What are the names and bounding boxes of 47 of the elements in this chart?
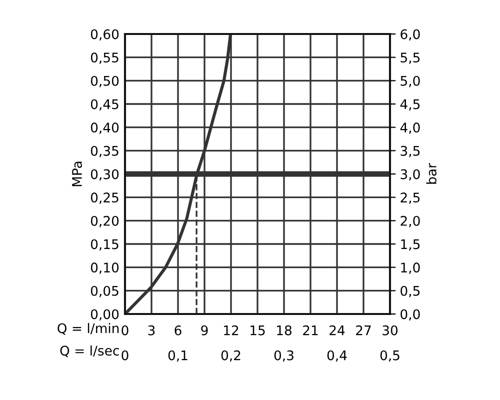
x-axis-title: Q = l/min <box>58 323 119 335</box>
x-tick-label: 12 <box>224 325 238 336</box>
y-tick-label: 0,25 <box>90 192 118 204</box>
y2-tick-label: 0,0 <box>400 309 420 321</box>
x-tick-label: 21 <box>303 325 318 336</box>
y-tick-label: 0,05 <box>90 286 118 298</box>
x-tick-label: 3 <box>148 325 155 336</box>
y-tick-label: 0,60 <box>90 29 119 41</box>
x2-tick-label: 0,2 <box>221 350 240 362</box>
y-tick-label: 0,30 <box>90 169 119 181</box>
x-tick-label: 0 <box>122 325 128 336</box>
y2-tick-label: 3,0 <box>400 169 420 181</box>
x2-tick-label: 0,4 <box>327 350 347 362</box>
y2-tick-label: 2,0 <box>400 216 420 228</box>
x-tick-label: 27 <box>356 325 371 336</box>
y2-tick-label: 1,5 <box>401 239 420 251</box>
y2-tick-label: 6,0 <box>400 29 420 41</box>
y-tick-label: 0,15 <box>90 239 118 251</box>
y2-axis-title: bar <box>426 163 436 184</box>
y-tick-label: 0,50 <box>90 76 119 88</box>
y-tick-label: 0,35 <box>90 146 118 158</box>
y2-tick-label: 3,5 <box>400 146 420 158</box>
y-tick-label: 0,00 <box>90 309 119 321</box>
x2-tick-label: 0 <box>122 350 128 360</box>
y2-tick-label: 0,5 <box>400 286 420 298</box>
y-tick-label: 0,55 <box>90 52 118 64</box>
x-tick-label: 9 <box>201 325 208 336</box>
x2-tick-label: 0,5 <box>380 350 400 362</box>
x-tick-label: 30 <box>382 325 398 336</box>
y2-tick-label: 5,5 <box>400 52 420 64</box>
x-tick-label: 6 <box>174 325 182 336</box>
y2-tick-label: 4,5 <box>400 99 420 111</box>
x-tick-label: 24 <box>330 325 345 336</box>
y-tick-label: 0,40 <box>90 122 119 134</box>
y-tick-label: 0,20 <box>90 216 119 228</box>
y2-tick-label: 4,0 <box>400 122 420 134</box>
y2-tick-label: 1,0 <box>401 262 420 274</box>
y2-tick-label: 5,0 <box>400 76 420 88</box>
x2-tick-label: 0,1 <box>168 350 188 362</box>
x2-tick-label: 0,3 <box>274 350 294 362</box>
y-axis-title: MPa <box>72 162 82 186</box>
y-tick-label: 0,10 <box>90 262 119 274</box>
x-tick-label: 15 <box>250 326 265 336</box>
y2-tick-label: 2,5 <box>400 192 420 204</box>
x-tick-label: 18 <box>277 325 292 336</box>
x2-axis-title: Q = l/sec <box>60 345 119 358</box>
y-tick-label: 0,45 <box>90 99 118 111</box>
